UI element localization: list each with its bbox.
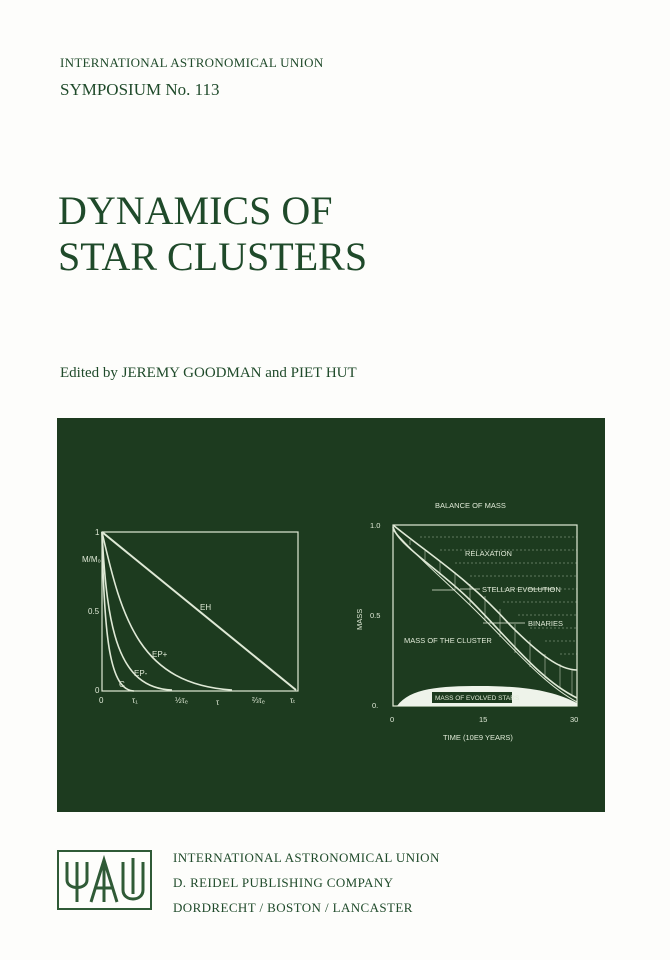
cover-art-panel (57, 418, 605, 812)
right-y-tick: 0. (372, 701, 378, 710)
curve-label-c: C (119, 680, 125, 689)
curve-relaxation (392, 524, 578, 671)
right-figure (392, 524, 578, 707)
curve-binaries (392, 529, 578, 703)
right-x-tick: 30 (570, 715, 578, 724)
iau-logo (57, 850, 152, 910)
publisher-line-2: D. REIDEL PUBLISHING COMPANY (173, 875, 394, 890)
symposium-number: SYMPOSIUM No. 113 (60, 80, 220, 99)
series-name: INTERNATIONAL ASTRONOMICAL UNION (60, 55, 324, 70)
right-y-label: MASS (355, 609, 364, 630)
left-x-tick: ½τₑ (175, 696, 188, 705)
left-y-label: M/M₀ (82, 555, 101, 564)
right-y-tick: 0.5 (370, 611, 380, 620)
left-x-tick: ⅔τₑ (252, 696, 265, 705)
curve-label-eh: EH (200, 603, 211, 612)
right-x-tick: 0 (390, 715, 394, 724)
annotation-stellar-evolution: STELLAR EVOLUTION (482, 585, 561, 594)
left-plot-frame (101, 531, 299, 692)
curve-mass-of-cluster (392, 526, 578, 699)
right-chart-title: BALANCE OF MASS (435, 501, 506, 510)
left-y-tick: 0 (95, 686, 100, 695)
annotation-binaries: BINARIES (528, 619, 563, 628)
left-y-tick: 0.5 (88, 607, 100, 616)
iau-logo-mark (65, 854, 145, 903)
right-y-tick: 1.0 (370, 521, 380, 530)
annotation-relaxation: RELAXATION (465, 549, 512, 558)
left-y-tick: 1 (95, 528, 100, 537)
left-x-tick: τₜ (290, 696, 296, 705)
editors: Edited by JEREMY GOODMAN and PIET HUT (60, 365, 357, 381)
annotation-mass-of-evolved-stars: MASS OF EVOLVED STARS (435, 695, 520, 702)
curve-ep-minus (101, 531, 173, 691)
publisher-line-1: INTERNATIONAL ASTRONOMICAL UNION (173, 850, 440, 865)
left-x-tick: τ (216, 698, 220, 707)
left-x-tick: 0 (99, 696, 104, 705)
curve-eh (101, 531, 297, 691)
evolved-stars-label-box (432, 692, 512, 703)
right-x-label: TIME (10E9 YEARS) (443, 733, 513, 742)
left-x-tick: τ₁ (132, 696, 138, 705)
right-x-tick: 15 (479, 715, 487, 724)
publisher-line-3: DORDRECHT / BOSTON / LANCASTER (173, 900, 413, 915)
curve-ep-plus (101, 531, 233, 691)
hatching (409, 540, 573, 696)
curve-label-ep-plus: EP+ (152, 650, 168, 659)
curve-c (101, 531, 135, 692)
book-title-line-1: DYNAMICS OF (58, 188, 333, 233)
curve-label-ep-minus: EP- (134, 669, 148, 678)
annotation-mass-of-cluster: MASS OF THE CLUSTER (404, 636, 492, 645)
left-figure (101, 531, 299, 692)
book-title-line-2: STAR CLUSTERS (58, 234, 368, 279)
